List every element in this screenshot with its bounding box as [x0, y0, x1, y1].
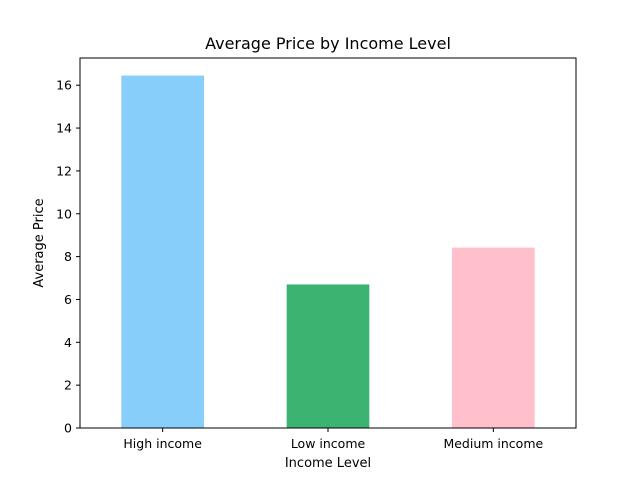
plot-frame [79, 57, 577, 429]
x-tick-label: Medium income [443, 436, 543, 451]
chart-title: Average Price by Income Level [205, 34, 451, 53]
bar-high-income [121, 75, 204, 428]
bars-group [121, 75, 535, 428]
y-axis-label: Average Price [32, 198, 47, 287]
y-tick-label: 12 [56, 163, 72, 178]
y-tick-label: 4 [64, 335, 72, 350]
x-axis-label: Income Level [285, 456, 371, 471]
y-tick-label: 16 [56, 78, 72, 93]
y-tick-label: 8 [64, 249, 72, 264]
y-axis-ticks: 0 2 4 6 8 10 12 14 16 [56, 78, 80, 436]
y-tick-label: 10 [56, 206, 72, 221]
bar-low-income [286, 284, 370, 428]
x-axis-ticks: High income Low income Medium income [123, 428, 544, 451]
x-tick-label: High income [123, 436, 202, 451]
y-tick-label: 0 [64, 421, 72, 436]
x-tick-label: Low income [291, 436, 366, 451]
y-tick-label: 6 [64, 292, 72, 307]
y-tick-label: 14 [56, 121, 72, 136]
bar-medium-income [452, 247, 535, 428]
y-tick-label: 2 [64, 378, 72, 393]
